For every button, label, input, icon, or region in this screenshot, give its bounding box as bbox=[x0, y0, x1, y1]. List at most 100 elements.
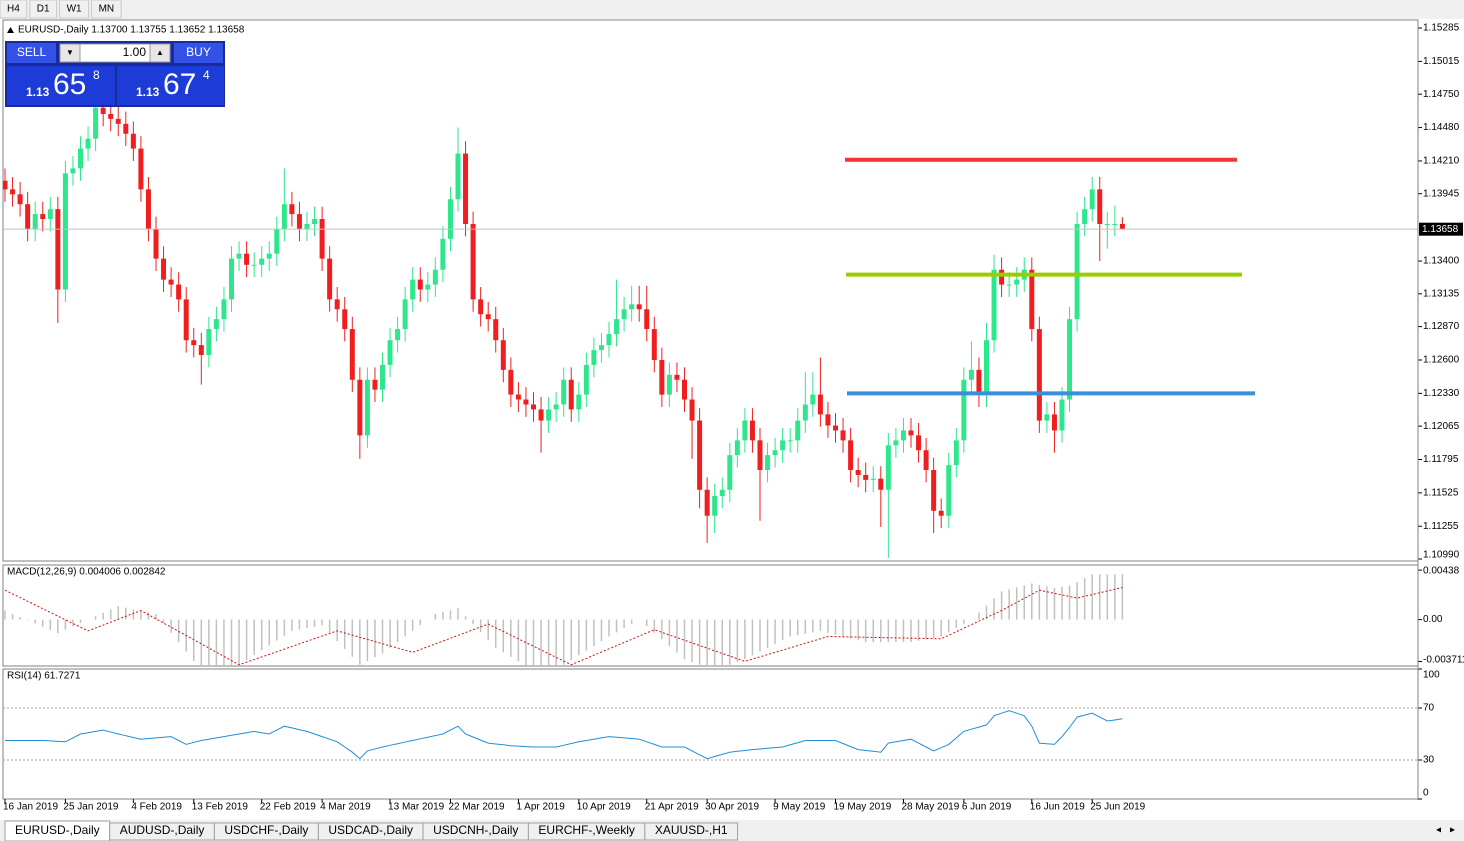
candle-body bbox=[281, 204, 287, 229]
candle-body bbox=[900, 430, 906, 441]
candle-body bbox=[161, 258, 167, 280]
x-tick-label: 19 May 2019 bbox=[834, 802, 892, 813]
x-tick-label: 4 Feb 2019 bbox=[131, 802, 182, 813]
candle-body bbox=[425, 284, 431, 290]
chart-tab[interactable] bbox=[644, 822, 739, 841]
candle-body bbox=[176, 284, 182, 300]
candle-body bbox=[893, 440, 899, 446]
x-tick-label: 30 Apr 2019 bbox=[705, 802, 759, 813]
candle-body bbox=[1059, 399, 1065, 431]
lot-value: 1.00 bbox=[123, 45, 147, 59]
candle-body bbox=[478, 299, 484, 315]
candle-body bbox=[515, 394, 521, 400]
y-tick-label: 1.11255 bbox=[1423, 521, 1459, 532]
x-tick-label: 6 Jun 2019 bbox=[962, 802, 1012, 813]
candle-body bbox=[991, 269, 997, 341]
candle-body bbox=[417, 279, 423, 290]
candle-body bbox=[583, 364, 589, 395]
y-tick-label: 1.11525 bbox=[1423, 488, 1459, 499]
candle-body bbox=[923, 450, 929, 471]
sell-button[interactable] bbox=[7, 43, 56, 63]
candle-body bbox=[312, 219, 318, 224]
candle-body bbox=[10, 189, 16, 195]
candle-body bbox=[213, 319, 219, 330]
lot-up[interactable] bbox=[149, 43, 171, 63]
chart-tab-label: AUDUSD-,Daily bbox=[120, 823, 205, 837]
candle-body bbox=[802, 404, 808, 421]
timeframe-button[interactable] bbox=[0, 0, 28, 19]
candle-body bbox=[968, 369, 974, 380]
candle-body bbox=[538, 409, 544, 421]
chart-tab-label: XAUUSD-,H1 bbox=[655, 823, 728, 837]
candle-body bbox=[621, 309, 627, 320]
candle-body bbox=[123, 123, 129, 134]
y-tick-label: 1.10990 bbox=[1423, 550, 1460, 561]
candle-body bbox=[206, 329, 212, 356]
candle-body bbox=[674, 374, 680, 380]
x-tick-label: 22 Mar 2019 bbox=[448, 802, 505, 813]
candle-body bbox=[1044, 414, 1050, 421]
candle-body bbox=[3, 180, 8, 190]
candle-body bbox=[682, 379, 687, 400]
candle-body bbox=[689, 399, 695, 421]
candle-body bbox=[108, 113, 114, 119]
ask-big: 67 bbox=[163, 68, 196, 101]
sell-label: SELL bbox=[17, 45, 47, 59]
candle-body bbox=[440, 238, 446, 270]
candle-body bbox=[395, 329, 401, 341]
candle-body bbox=[244, 253, 250, 265]
candle-body bbox=[55, 209, 61, 290]
timeframe-label: D1 bbox=[37, 4, 50, 15]
candle-body bbox=[25, 204, 31, 229]
candle-body bbox=[296, 214, 302, 229]
candle-body bbox=[145, 189, 151, 229]
candle-body bbox=[878, 478, 884, 490]
y-tick-label: 1.12065 bbox=[1423, 421, 1460, 432]
x-tick-label: 10 Apr 2019 bbox=[577, 802, 631, 813]
candle-body bbox=[447, 199, 453, 239]
y-tick-label: 1.12600 bbox=[1423, 355, 1460, 366]
timeframe-button[interactable] bbox=[91, 0, 122, 19]
candle-body bbox=[561, 379, 567, 405]
macd-signal bbox=[4, 586, 1123, 666]
candle-body bbox=[712, 495, 718, 516]
candle-body bbox=[953, 440, 959, 466]
tab-scroll-right[interactable]: ▸ bbox=[1450, 825, 1455, 836]
candle-body bbox=[636, 304, 642, 310]
candle-body bbox=[946, 465, 952, 516]
chart-tab-label: USDCNH-,Daily bbox=[433, 823, 518, 837]
candle-body bbox=[591, 350, 597, 365]
timeframe-button[interactable] bbox=[29, 0, 58, 19]
candle-body bbox=[1036, 329, 1042, 421]
x-tick-label: 28 May 2019 bbox=[901, 802, 959, 813]
candle-body bbox=[931, 470, 937, 511]
candle-body bbox=[251, 264, 257, 266]
candle-body bbox=[17, 194, 23, 205]
candle-body bbox=[380, 364, 385, 390]
x-tick-label: 16 Jan 2019 bbox=[3, 802, 58, 813]
candle-body bbox=[229, 258, 234, 300]
lot-down-arrow: ▼ bbox=[66, 48, 74, 57]
bid-box[interactable] bbox=[7, 66, 115, 105]
candle-body bbox=[40, 214, 46, 220]
timeframe-button[interactable] bbox=[59, 0, 90, 19]
candle-body bbox=[614, 319, 620, 335]
candle-body bbox=[1119, 223, 1125, 230]
candle-body bbox=[976, 369, 982, 395]
buy-button[interactable] bbox=[174, 43, 223, 63]
candle-body bbox=[289, 204, 295, 215]
ask-box[interactable] bbox=[117, 66, 224, 105]
candle-body bbox=[183, 299, 189, 341]
candle-body bbox=[855, 470, 861, 475]
tab-scroll-left[interactable]: ◂ bbox=[1436, 825, 1441, 836]
y-tick-label: 1.15285 bbox=[1423, 23, 1460, 34]
candle-body bbox=[62, 173, 68, 290]
candle-body bbox=[32, 214, 38, 229]
candle-body bbox=[727, 455, 733, 490]
candle-body bbox=[1074, 223, 1080, 320]
candle-body bbox=[327, 258, 333, 300]
y-tick-label: 1.14210 bbox=[1423, 156, 1460, 167]
buy-label: BUY bbox=[186, 45, 211, 59]
candle-body bbox=[78, 148, 83, 169]
candle-body bbox=[349, 329, 355, 380]
